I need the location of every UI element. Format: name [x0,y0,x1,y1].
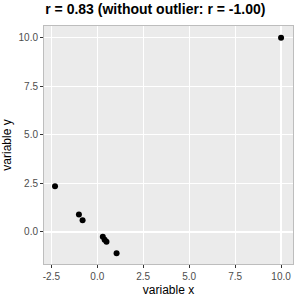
svg-text:2.5: 2.5 [24,178,38,189]
svg-text:7.5: 7.5 [24,81,38,92]
svg-text:10.0: 10.0 [271,271,291,282]
svg-text:0.0: 0.0 [24,226,38,237]
svg-text:0.0: 0.0 [90,271,104,282]
svg-text:r = 0.83 (without outlier: r =: r = 0.83 (without outlier: r = -1.00) [45,1,265,17]
svg-text:variable x: variable x [143,283,194,297]
svg-text:5.0: 5.0 [182,271,196,282]
svg-text:2.5: 2.5 [136,271,150,282]
svg-text:7.5: 7.5 [228,271,242,282]
svg-text:variable y: variable y [0,119,14,170]
svg-text:5.0: 5.0 [24,129,38,140]
svg-text:-2.5: -2.5 [43,271,61,282]
svg-text:10.0: 10.0 [19,32,39,43]
